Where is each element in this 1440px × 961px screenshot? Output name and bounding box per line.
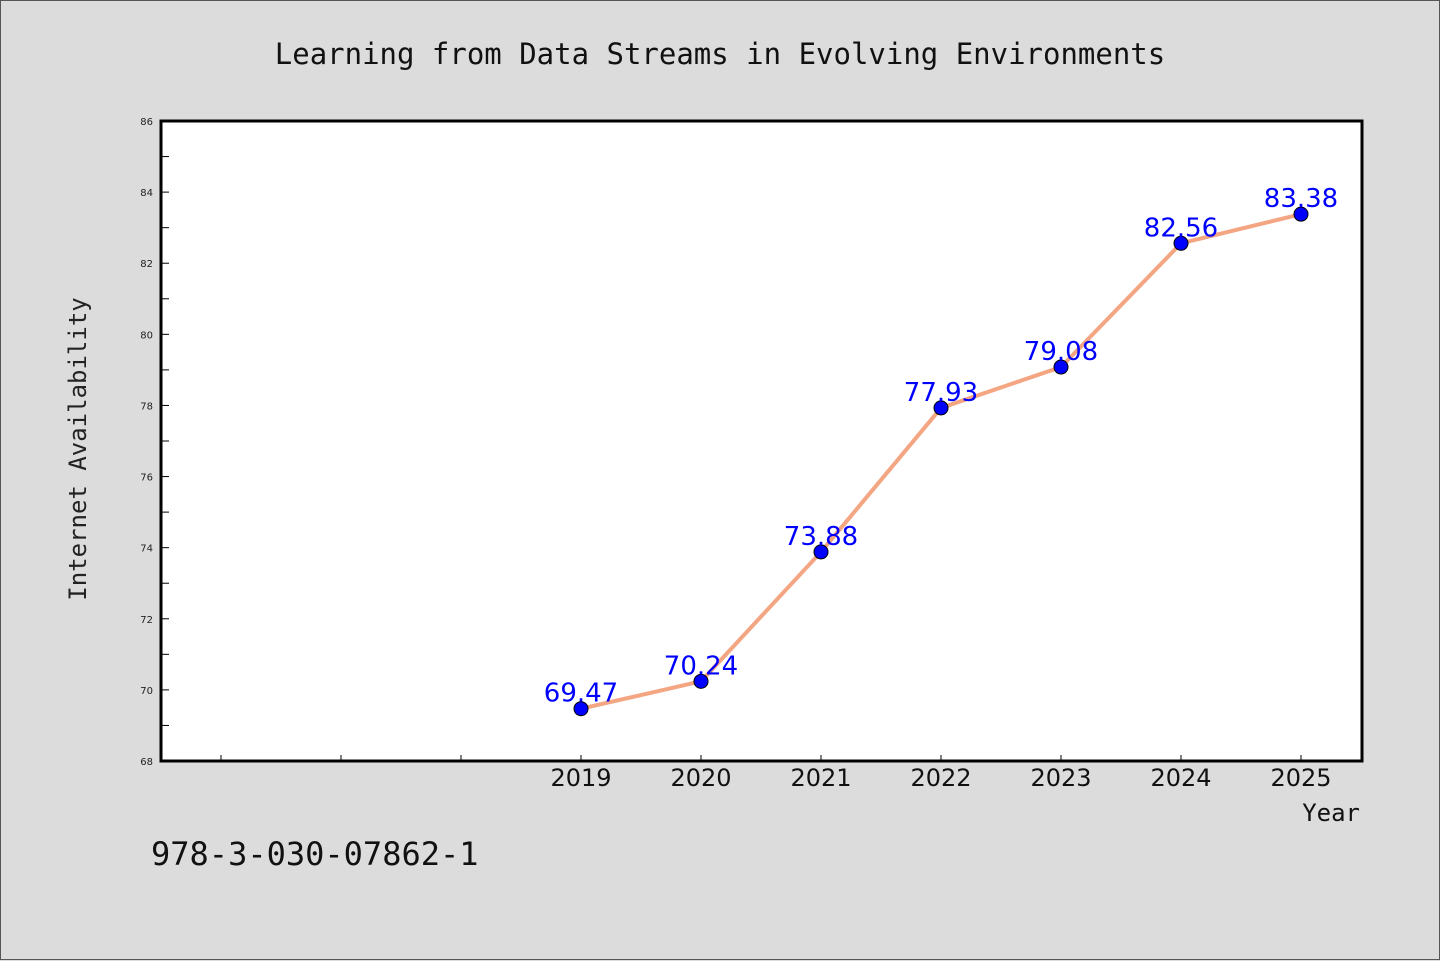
series-group (573, 206, 1309, 717)
data-label: 79.08 (1024, 337, 1098, 367)
chart-title: Learning from Data Streams in Evolving E… (275, 37, 1165, 71)
y-axis: 68 70 72 74 76 78 80 82 84 86 (140, 117, 169, 768)
y-tick-label: 72 (140, 615, 153, 626)
x-tick-label: 2022 (910, 764, 971, 792)
data-label: 77.93 (904, 378, 978, 408)
data-point (813, 544, 829, 560)
y-tick-label: 70 (140, 686, 153, 697)
x-tick-label: 2025 (1270, 764, 1331, 792)
x-tick-label: 2024 (1150, 764, 1211, 792)
data-point (1173, 235, 1189, 251)
data-label: 70.24 (664, 651, 738, 681)
y-tick-label: 82 (140, 259, 153, 270)
y-axis-label: Internet Availability (64, 297, 92, 600)
y-tick-label: 84 (140, 188, 153, 199)
x-axis-label: Year (1302, 799, 1360, 827)
data-label: 73.88 (784, 522, 858, 552)
x-axis: 2019 2020 2021 2022 2023 2024 2025 (220, 755, 1332, 792)
x-tick-label: 2021 (790, 764, 851, 792)
y-tick-label: 86 (140, 117, 153, 128)
data-point (573, 701, 589, 717)
data-labels: 69.47 70.24 73.88 77.93 79.08 82.56 83.38 (544, 184, 1338, 709)
plot-area (159, 119, 1364, 763)
x-tick-label: 2019 (550, 764, 611, 792)
data-label: 82.56 (1144, 213, 1218, 243)
data-label: 69.47 (544, 679, 618, 709)
y-tick-label: 68 (140, 757, 153, 768)
data-point (1053, 359, 1069, 375)
data-point (933, 400, 949, 416)
x-tick-label: 2023 (1030, 764, 1091, 792)
y-tick-label: 78 (140, 401, 153, 412)
isbn-text: 978-3-030-07862-1 (151, 835, 479, 873)
y-tick-label: 76 (140, 473, 153, 484)
data-point (693, 673, 709, 689)
x-tick-label: 2020 (670, 764, 731, 792)
data-point (1293, 206, 1309, 222)
y-tick-label: 80 (140, 330, 153, 341)
data-label: 83.38 (1264, 184, 1338, 214)
y-tick-label: 74 (140, 544, 153, 555)
